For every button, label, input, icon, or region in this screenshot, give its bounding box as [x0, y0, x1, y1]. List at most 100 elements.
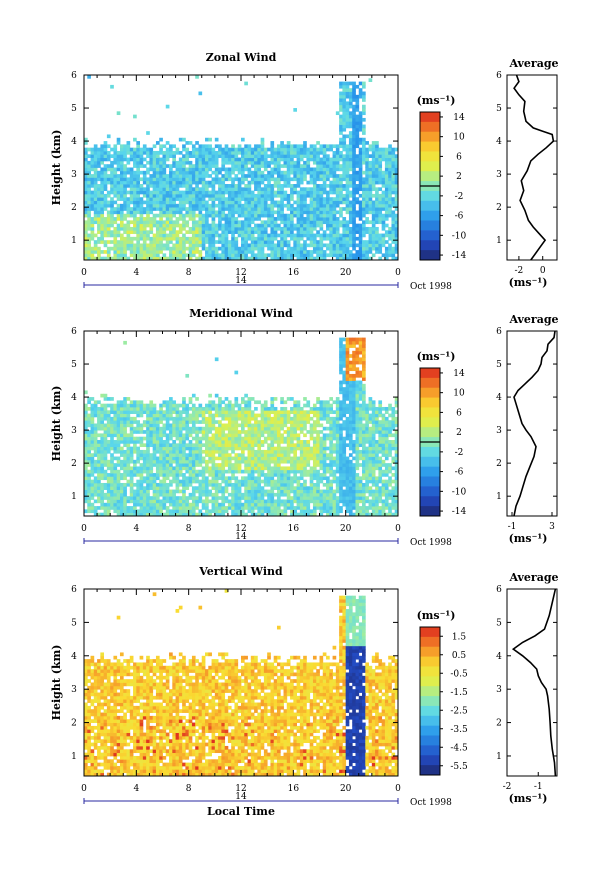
- heatmap-cell: [208, 509, 212, 514]
- heatmap-cell: [211, 157, 216, 162]
- heatmap-cell: [136, 423, 140, 428]
- heatmap-cell: [335, 160, 340, 165]
- heatmap-cell: [241, 157, 245, 162]
- heatmap-cell: [355, 84, 360, 89]
- heatmap-cell: [119, 197, 124, 201]
- heatmap-cell: [172, 253, 176, 258]
- heatmap-cell: [172, 403, 176, 408]
- heatmap-cell: [244, 482, 248, 487]
- heatmap-cell: [358, 157, 363, 162]
- heatmap-cell: [244, 81, 248, 86]
- heatmap-cell: [254, 160, 258, 165]
- heatmap-cell: [355, 131, 360, 135]
- heatmap-cell: [123, 426, 127, 431]
- heatmap-cell: [185, 167, 190, 172]
- heatmap-cell: [348, 160, 353, 165]
- heatmap-cell: [152, 197, 157, 201]
- heatmap-cell: [87, 440, 91, 444]
- heatmap-cell: [221, 200, 226, 205]
- heatmap-cell: [358, 160, 363, 165]
- heatmap-cell: [335, 243, 340, 248]
- heatmap-cell: [178, 453, 183, 457]
- heatmap-cell: [358, 141, 363, 145]
- heatmap-cell: [97, 459, 101, 464]
- heatmap-cell: [355, 184, 360, 188]
- colorbar-segment: [420, 121, 440, 133]
- heatmap-cell: [388, 207, 392, 211]
- heatmap-cell: [119, 226, 124, 231]
- heatmap-cell: [136, 459, 140, 464]
- heatmap-cell: [123, 226, 127, 231]
- heatmap-cell: [231, 403, 235, 408]
- heatmap-cell: [345, 124, 350, 129]
- heatmap-cell: [270, 256, 275, 261]
- heatmap-cell: [214, 463, 219, 467]
- heatmap-cell: [195, 207, 199, 211]
- heatmap-cell: [149, 184, 154, 188]
- heatmap-cell: [244, 174, 248, 178]
- heatmap-cell: [227, 210, 232, 215]
- heatmap-cell: [208, 482, 212, 487]
- heatmap-cell: [231, 443, 235, 448]
- date-bar-month-year: Oct 1998: [410, 282, 452, 292]
- heatmap-cell: [267, 210, 271, 215]
- heatmap-cell: [221, 147, 226, 152]
- heatmap-cell: [198, 223, 203, 228]
- heatmap-cell: [322, 230, 327, 234]
- heatmap-cell: [169, 184, 173, 188]
- heatmap-cell: [306, 213, 311, 218]
- heatmap-cell: [97, 479, 101, 484]
- heatmap-cell: [214, 489, 219, 494]
- heatmap-cell: [198, 157, 203, 162]
- heatmap-cell: [218, 207, 222, 211]
- heatmap-cell: [211, 213, 216, 218]
- heatmap-cell: [185, 236, 190, 241]
- heatmap-cell: [152, 193, 157, 198]
- heatmap-cell: [326, 184, 330, 188]
- heatmap-cell: [270, 436, 275, 441]
- heatmap-cell: [384, 174, 389, 178]
- heatmap-cell: [178, 466, 183, 471]
- heatmap-cell: [155, 436, 160, 441]
- heatmap-cell: [93, 446, 98, 451]
- heatmap-cell: [142, 233, 147, 238]
- heatmap-cell: [129, 167, 134, 172]
- heatmap-cell: [149, 236, 154, 241]
- heatmap-cell: [224, 230, 229, 234]
- heatmap-cell: [133, 502, 137, 507]
- heatmap-cell: [84, 223, 88, 228]
- heatmap-cell: [391, 240, 396, 244]
- heatmap-cell: [263, 426, 268, 431]
- heatmap-cell: [224, 177, 229, 182]
- heatmap-cell: [142, 187, 147, 192]
- heatmap-cell: [100, 506, 105, 510]
- heatmap-cell: [234, 453, 239, 457]
- heatmap-cell: [149, 246, 154, 251]
- heatmap-cell: [198, 436, 203, 441]
- heatmap-cell: [227, 246, 232, 251]
- heatmap-cell: [165, 406, 170, 411]
- heatmap-cell: [116, 496, 121, 500]
- heatmap-cell: [119, 150, 124, 155]
- heatmap-cell: [290, 147, 294, 152]
- heatmap-cell: [178, 436, 183, 441]
- heatmap-cell: [335, 210, 340, 215]
- heatmap-cell: [365, 177, 369, 182]
- heatmap-cell: [270, 502, 275, 507]
- heatmap-cell: [113, 217, 118, 221]
- heatmap-cell: [87, 197, 91, 201]
- heatmap-cell: [208, 164, 212, 168]
- heatmap-cell: [368, 207, 373, 211]
- heatmap-cell: [348, 203, 353, 208]
- heatmap-cell: [290, 233, 294, 238]
- heatmap-cell: [263, 187, 268, 192]
- heatmap-cell: [133, 250, 137, 254]
- heatmap-cell: [241, 190, 245, 195]
- heatmap-cell: [211, 469, 216, 474]
- heatmap-cell: [257, 499, 262, 504]
- heatmap-cell: [191, 492, 196, 497]
- heatmap-cell: [293, 177, 297, 182]
- heatmap-cell: [326, 144, 330, 149]
- heatmap-cell: [384, 184, 389, 188]
- heatmap-cell: [227, 217, 232, 221]
